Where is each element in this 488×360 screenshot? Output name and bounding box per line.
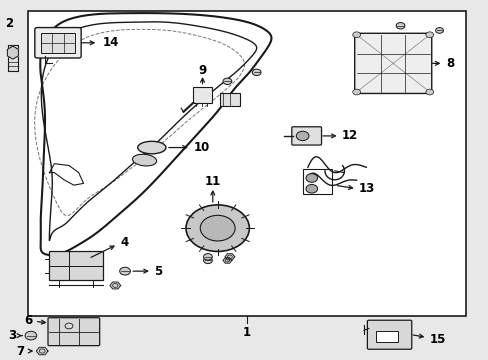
Circle shape — [120, 267, 130, 275]
Text: 2: 2 — [5, 18, 14, 31]
Circle shape — [395, 23, 404, 29]
Circle shape — [296, 131, 308, 140]
Text: 4: 4 — [120, 236, 128, 249]
Text: 6: 6 — [24, 314, 32, 327]
Ellipse shape — [132, 154, 156, 166]
Bar — [220, 93, 239, 106]
Circle shape — [223, 78, 231, 85]
Bar — [193, 87, 211, 103]
Polygon shape — [36, 347, 48, 355]
Text: 14: 14 — [103, 36, 119, 49]
Circle shape — [352, 32, 360, 37]
Text: 11: 11 — [204, 175, 221, 188]
Text: 10: 10 — [193, 141, 209, 154]
Text: 3: 3 — [8, 329, 16, 342]
Text: 15: 15 — [429, 333, 445, 346]
Text: 13: 13 — [358, 182, 375, 195]
Bar — [27, 12, 466, 316]
Polygon shape — [224, 254, 234, 260]
Polygon shape — [223, 258, 231, 263]
FancyBboxPatch shape — [291, 127, 321, 145]
Text: 7: 7 — [16, 345, 24, 357]
Bar — [41, 33, 75, 53]
Text: 8: 8 — [445, 57, 453, 70]
Circle shape — [252, 69, 261, 76]
Text: 12: 12 — [341, 129, 358, 143]
Bar — [8, 45, 18, 71]
Circle shape — [203, 257, 212, 264]
Circle shape — [305, 184, 317, 193]
Circle shape — [203, 253, 212, 260]
Circle shape — [435, 28, 443, 33]
FancyBboxPatch shape — [354, 33, 431, 94]
Circle shape — [25, 331, 37, 340]
Bar — [375, 331, 397, 342]
Text: 5: 5 — [154, 265, 162, 278]
Polygon shape — [7, 46, 19, 59]
Text: 9: 9 — [198, 64, 206, 77]
FancyBboxPatch shape — [35, 28, 81, 58]
Circle shape — [425, 89, 433, 95]
Circle shape — [185, 205, 249, 251]
Ellipse shape — [138, 141, 165, 154]
Circle shape — [305, 174, 317, 182]
Bar — [49, 251, 103, 280]
FancyBboxPatch shape — [366, 320, 411, 349]
Circle shape — [200, 215, 235, 241]
Circle shape — [352, 89, 360, 95]
FancyBboxPatch shape — [48, 318, 100, 346]
Polygon shape — [110, 282, 121, 289]
Text: 1: 1 — [243, 325, 250, 338]
Circle shape — [425, 32, 433, 37]
Bar — [303, 169, 331, 194]
